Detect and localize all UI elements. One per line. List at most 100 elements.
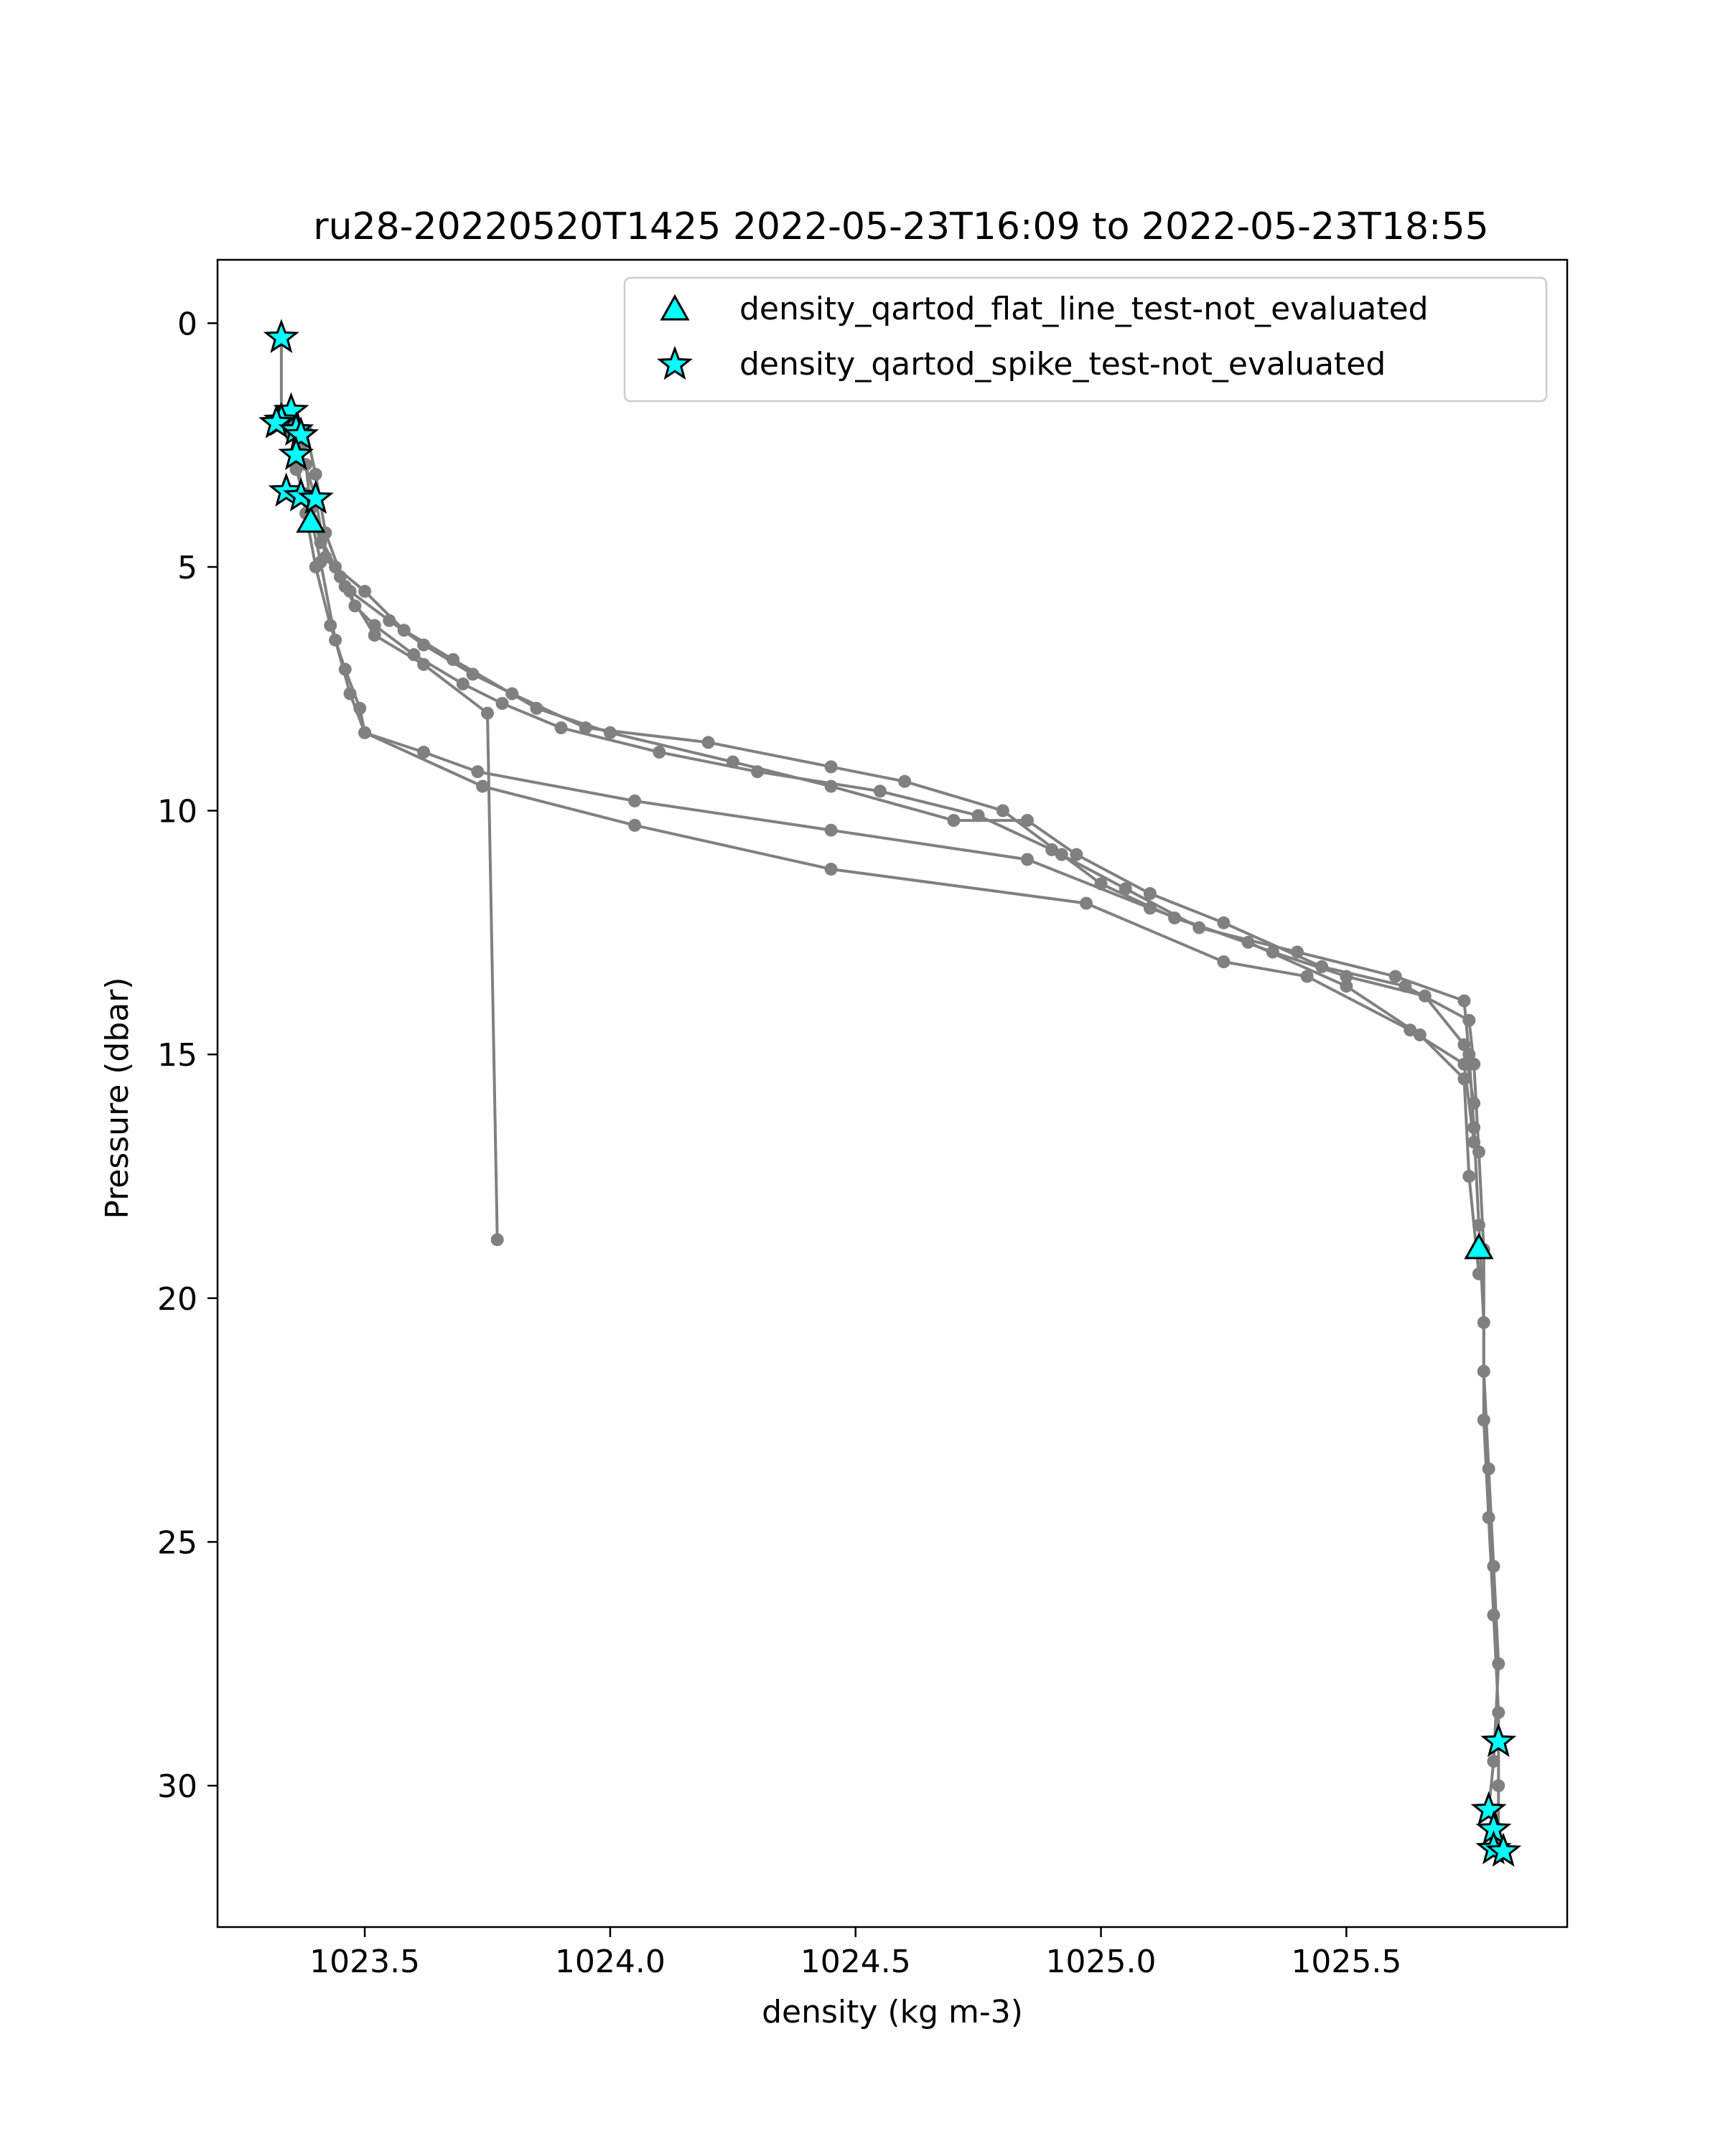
profile-point bbox=[873, 784, 887, 798]
profile-point bbox=[1217, 955, 1231, 969]
y-tick-label: 15 bbox=[157, 1037, 197, 1074]
profile-point bbox=[996, 804, 1009, 817]
profile-point bbox=[1388, 970, 1402, 983]
profile-point bbox=[1487, 1560, 1500, 1573]
spike-test-marker bbox=[283, 416, 319, 451]
profile-point bbox=[898, 774, 912, 788]
spike-test-marker bbox=[297, 479, 334, 515]
profile-point bbox=[417, 657, 431, 671]
profile-point bbox=[1021, 814, 1034, 828]
legend-entry-label: density_qartod_spike_test-not_evaluated bbox=[739, 346, 1386, 383]
profile-point bbox=[471, 765, 485, 779]
profile-point bbox=[343, 687, 357, 700]
profile-point bbox=[1462, 1013, 1476, 1027]
plot-frame bbox=[216, 258, 1569, 1928]
profile-point bbox=[824, 823, 838, 837]
spike-test-marker bbox=[1480, 1723, 1517, 1758]
plot-area bbox=[258, 319, 1522, 1867]
profile-point bbox=[701, 736, 715, 749]
profile-point bbox=[1070, 848, 1083, 861]
profile-point bbox=[1472, 1145, 1485, 1159]
profile-point bbox=[1467, 1135, 1481, 1149]
profile-point bbox=[1467, 1057, 1481, 1071]
profile-point bbox=[653, 746, 666, 759]
x-tick-label: 1023.5 bbox=[309, 1944, 420, 1980]
profile-point bbox=[1418, 989, 1432, 1003]
profile-point bbox=[1119, 882, 1132, 896]
profile-point bbox=[971, 809, 985, 822]
profile-point bbox=[358, 726, 372, 739]
profile-point bbox=[1457, 1038, 1471, 1051]
profile-point bbox=[466, 667, 480, 681]
profile-point bbox=[481, 706, 494, 720]
flat-line-test-marker bbox=[296, 506, 326, 533]
x-tick-label: 1024.5 bbox=[800, 1944, 911, 1980]
spike-test-marker bbox=[1470, 1791, 1507, 1826]
profile-point bbox=[368, 629, 381, 642]
legend-triangle-marker bbox=[660, 294, 690, 321]
profile-point bbox=[1340, 980, 1353, 993]
spike-test-marker bbox=[258, 404, 295, 439]
profile-point bbox=[1217, 916, 1231, 929]
flat-line-test-marker bbox=[1464, 1232, 1494, 1260]
legend: density_qartod_flat_line_test-not_evalua… bbox=[623, 276, 1548, 403]
profile-point bbox=[1487, 1755, 1500, 1768]
profile-point bbox=[1482, 1511, 1495, 1524]
x-axis-label: density (kg m-3) bbox=[762, 1994, 1023, 2030]
profile-point bbox=[1404, 1023, 1417, 1037]
profile-point bbox=[338, 580, 352, 594]
profile-line-4 bbox=[294, 454, 1476, 1104]
profile-point bbox=[505, 687, 519, 700]
y-tick-label: 10 bbox=[157, 794, 197, 830]
y-tick-label: 25 bbox=[157, 1524, 197, 1561]
profile-point bbox=[1492, 1779, 1505, 1793]
legend-box bbox=[623, 276, 1548, 403]
profile-point bbox=[417, 746, 431, 759]
profile-point bbox=[1477, 1413, 1490, 1427]
profile-point bbox=[1472, 1267, 1485, 1280]
x-tick-label: 1024.0 bbox=[555, 1944, 666, 1980]
profile-point bbox=[1492, 1706, 1505, 1720]
profile-line-2 bbox=[299, 449, 1480, 1274]
profile-point bbox=[495, 697, 509, 711]
profile-point bbox=[628, 818, 642, 832]
profile-line-1 bbox=[289, 420, 1500, 1811]
legend-star-marker bbox=[657, 345, 693, 380]
chart-title: ru28-20220520T1425 2022-05-23T16:09 to 2… bbox=[313, 205, 1488, 248]
y-tick-label: 5 bbox=[177, 550, 197, 586]
profile-point bbox=[824, 863, 838, 876]
profile-point bbox=[947, 814, 961, 828]
profile-point bbox=[1487, 1608, 1500, 1622]
profile-point bbox=[417, 638, 431, 652]
profile-point bbox=[554, 721, 568, 735]
profile-point bbox=[476, 779, 490, 793]
profile-point bbox=[1340, 970, 1353, 983]
profile-point bbox=[1477, 1364, 1490, 1378]
profile-point bbox=[490, 1233, 504, 1247]
profile-point bbox=[1482, 1462, 1495, 1476]
y-tick-label: 30 bbox=[157, 1768, 197, 1805]
profile-point bbox=[358, 584, 372, 598]
profile-point bbox=[1492, 1657, 1505, 1671]
spike-test-marker bbox=[1485, 1832, 1522, 1867]
profile-point bbox=[1143, 901, 1157, 915]
x-tick-label: 1025.5 bbox=[1291, 1944, 1401, 1980]
profile-line-3 bbox=[304, 430, 499, 1240]
profile-point bbox=[314, 556, 327, 569]
profile-point bbox=[628, 794, 642, 807]
legend-entry-label: density_qartod_flat_line_test-not_evalua… bbox=[739, 291, 1429, 327]
spike-test-marker bbox=[268, 472, 304, 507]
profile-point bbox=[456, 677, 470, 690]
profile-point bbox=[824, 779, 838, 793]
profile-point bbox=[1300, 970, 1314, 983]
x-axis: 1023.5 1024.0 1024.5 1025.0 1025.5 bbox=[309, 1927, 1401, 1980]
y-axis-label: Pressure (dbar) bbox=[99, 977, 136, 1219]
spike-test-marker bbox=[263, 319, 299, 353]
profile-point bbox=[1055, 848, 1068, 861]
profile-point bbox=[1143, 887, 1157, 901]
profile-point bbox=[1266, 945, 1279, 959]
profile-point bbox=[1021, 853, 1034, 866]
profile-line-5 bbox=[304, 493, 1476, 1143]
y-tick-label: 0 bbox=[177, 306, 197, 342]
